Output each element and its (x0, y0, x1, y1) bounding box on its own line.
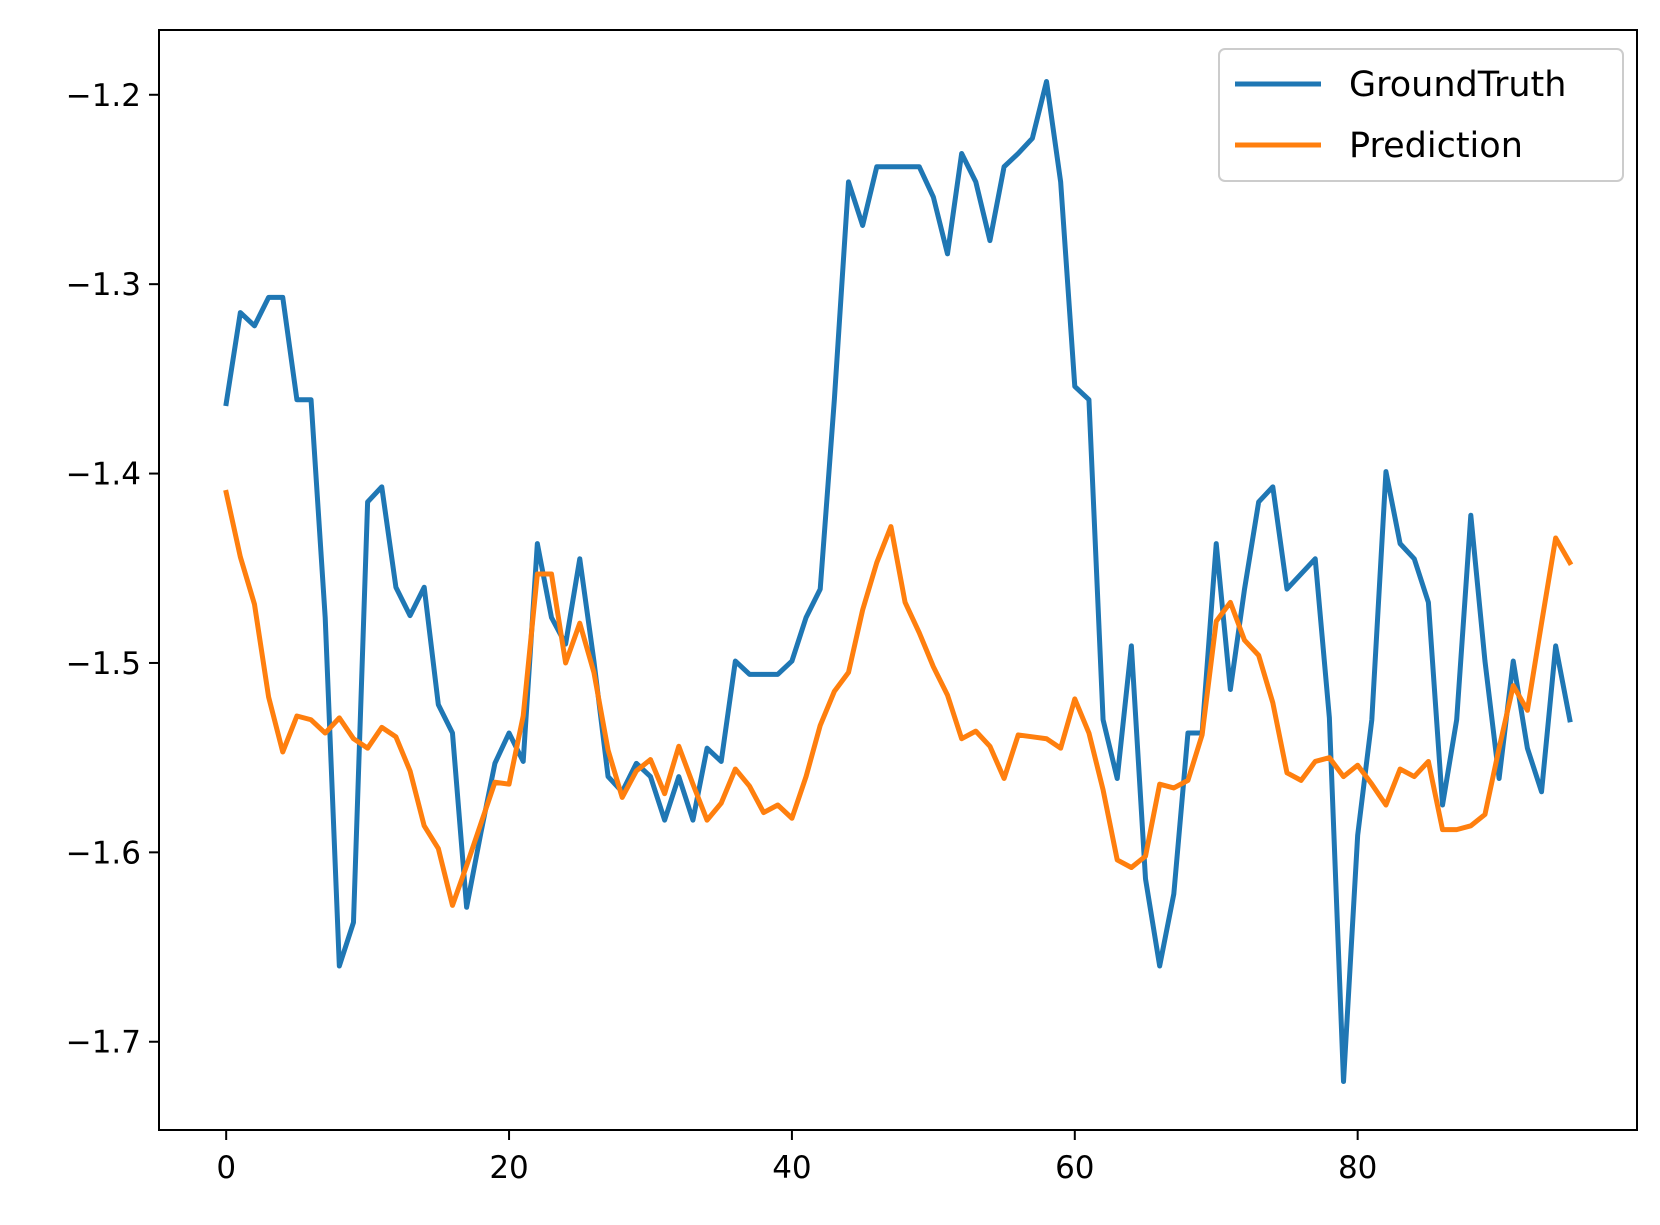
y-tick-label: −1.6 (66, 835, 141, 871)
plot-lines (223, 79, 1574, 1085)
x-tick-label: 0 (216, 1150, 236, 1186)
x-tick-label: 60 (1055, 1150, 1094, 1186)
series-line-groundtruth (223, 79, 1573, 1085)
x-tick-label: 80 (1338, 1150, 1377, 1186)
x-axis: 0 20 40 60 80 (216, 1130, 1377, 1186)
x-tick-label: 20 (489, 1150, 528, 1186)
legend-label: GroundTruth (1349, 65, 1566, 105)
legend: GroundTruth Prediction (1218, 48, 1624, 182)
y-tick-label: −1.3 (66, 267, 141, 303)
y-tick-label: −1.7 (66, 1025, 141, 1061)
x-tick-label: 40 (772, 1150, 811, 1186)
y-tick-label: −1.2 (66, 78, 141, 114)
y-tick-label: −1.4 (66, 457, 141, 493)
y-tick-label: −1.5 (66, 646, 141, 682)
legend-label: Prediction (1349, 126, 1523, 166)
series-line-prediction (223, 489, 1574, 908)
y-axis: −1.2 −1.3 −1.4 −1.5 −1.6 −1.7 (66, 78, 159, 1061)
axes-frame (158, 29, 1638, 1131)
